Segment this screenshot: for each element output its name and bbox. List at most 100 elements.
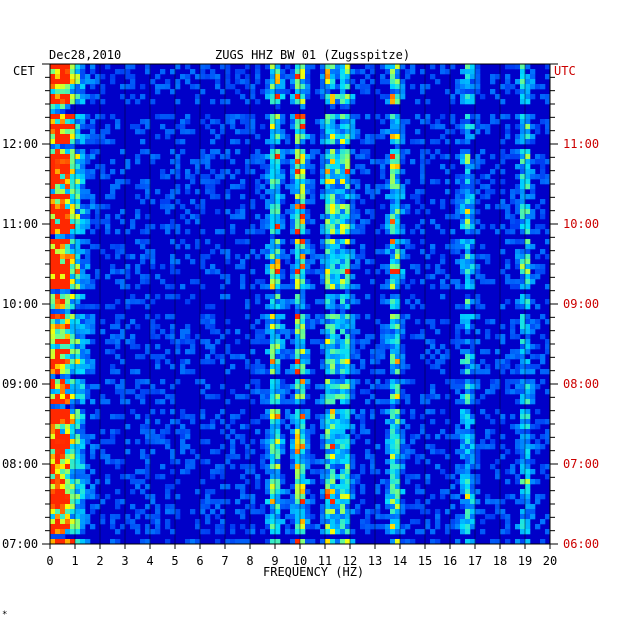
- spectrogram-cell: [315, 149, 321, 155]
- spectrogram-cell: [280, 214, 286, 220]
- spectrogram-cell: [245, 504, 251, 510]
- spectrogram-cell: [330, 84, 336, 90]
- spectrogram-cell: [180, 429, 186, 435]
- spectrogram-cell: [455, 339, 461, 345]
- spectrogram-cell: [465, 264, 471, 270]
- spectrogram-cell: [380, 64, 386, 70]
- spectrogram-cell: [530, 159, 536, 165]
- spectrogram-cell: [60, 329, 66, 335]
- spectrogram-cell: [75, 359, 81, 365]
- spectrogram-cell: [210, 424, 216, 430]
- spectrogram-cell: [295, 319, 301, 325]
- spectrogram-cell: [285, 254, 291, 260]
- spectrogram-cell: [290, 169, 296, 175]
- spectrogram-cell: [150, 499, 156, 505]
- spectrogram-cell: [535, 154, 541, 160]
- spectrogram-cell: [420, 354, 426, 360]
- spectrogram-cell: [355, 434, 361, 440]
- spectrogram-cell: [255, 319, 261, 325]
- spectrogram-cell: [70, 164, 76, 170]
- spectrogram-cell: [80, 369, 86, 375]
- spectrogram-cell: [75, 149, 81, 155]
- spectrogram-cell: [385, 299, 391, 305]
- spectrogram-cell: [325, 344, 331, 350]
- spectrogram-cell: [275, 184, 281, 190]
- spectrogram-cell: [275, 329, 281, 335]
- spectrogram-cell: [405, 209, 411, 215]
- spectrogram-cell: [350, 114, 356, 120]
- spectrogram-cell: [505, 359, 511, 365]
- spectrogram-cell: [530, 74, 536, 80]
- spectrogram-cell: [270, 94, 276, 100]
- spectrogram-cell: [80, 479, 86, 485]
- spectrogram-cell: [395, 339, 401, 345]
- spectrogram-cell: [55, 389, 61, 395]
- spectrogram-cell: [55, 179, 61, 185]
- spectrogram-cell: [310, 429, 316, 435]
- spectrogram-cell: [280, 489, 286, 495]
- spectrogram-cell: [265, 524, 271, 530]
- spectrogram-cell: [220, 529, 226, 535]
- spectrogram-cell: [390, 254, 396, 260]
- spectrogram-cell: [270, 74, 276, 80]
- spectrogram-cell: [400, 129, 406, 135]
- spectrogram-cell: [530, 394, 536, 400]
- spectrogram-cell: [145, 214, 151, 220]
- spectrogram-cell: [190, 339, 196, 345]
- spectrogram-cell: [325, 74, 331, 80]
- spectrogram-cell: [80, 424, 86, 430]
- spectrogram-cell: [435, 119, 441, 125]
- spectrogram-cell: [70, 324, 76, 330]
- spectrogram-cell: [225, 84, 231, 90]
- spectrogram-cell: [525, 209, 531, 215]
- spectrogram-cell: [470, 419, 476, 425]
- spectrogram-cell: [90, 84, 96, 90]
- spectrogram-cell: [125, 324, 131, 330]
- spectrogram-cell: [275, 419, 281, 425]
- spectrogram-cell: [275, 114, 281, 120]
- spectrogram-cell: [55, 204, 61, 210]
- spectrogram-cell: [210, 509, 216, 515]
- spectrogram-cell: [535, 159, 541, 165]
- spectrogram-cell: [455, 209, 461, 215]
- spectrogram-cell: [70, 314, 76, 320]
- spectrogram-cell: [390, 149, 396, 155]
- spectrogram-cell: [390, 354, 396, 360]
- spectrogram-cell: [470, 364, 476, 370]
- spectrogram-cell: [235, 139, 241, 145]
- spectrogram-cell: [135, 284, 141, 290]
- spectrogram-cell: [385, 494, 391, 500]
- spectrogram-cell: [325, 249, 331, 255]
- spectrogram-cell: [60, 84, 66, 90]
- spectrogram-cell: [330, 469, 336, 475]
- spectrogram-cell: [465, 189, 471, 195]
- spectrogram-cell: [95, 164, 101, 170]
- spectrogram-cell: [330, 454, 336, 460]
- spectrogram-cell: [90, 504, 96, 510]
- spectrogram-cell: [75, 419, 81, 425]
- spectrogram-cell: [345, 489, 351, 495]
- spectrogram-cell: [280, 179, 286, 185]
- spectrogram-cell: [50, 159, 56, 165]
- spectrogram-cell: [505, 214, 511, 220]
- spectrogram-cell: [465, 504, 471, 510]
- spectrogram-cell: [420, 164, 426, 170]
- spectrogram-cell: [80, 464, 86, 470]
- spectrogram-cell: [240, 509, 246, 515]
- spectrogram-cell: [105, 399, 111, 405]
- spectrogram-cell: [60, 194, 66, 200]
- spectrogram-cell: [60, 149, 66, 155]
- spectrogram-cell: [305, 154, 311, 160]
- spectrogram-cell: [465, 254, 471, 260]
- spectrogram-cell: [350, 494, 356, 500]
- spectrogram-cell: [515, 219, 521, 225]
- spectrogram-cell: [180, 444, 186, 450]
- spectrogram-cell: [295, 424, 301, 430]
- spectrogram-cell: [395, 409, 401, 415]
- spectrogram-cell: [275, 129, 281, 135]
- spectrogram-cell: [295, 114, 301, 120]
- spectrogram-cell: [50, 469, 56, 475]
- spectrogram-cell: [65, 129, 71, 135]
- spectrogram-cell: [390, 524, 396, 530]
